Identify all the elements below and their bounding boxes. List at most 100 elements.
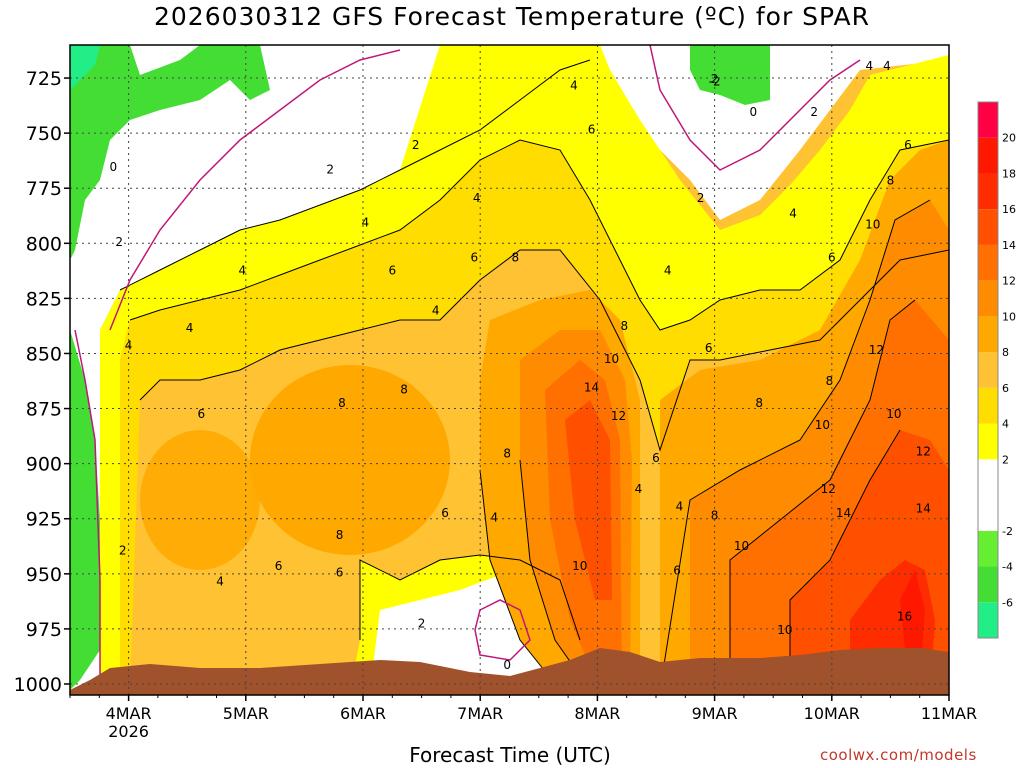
contour-label: 8: [826, 374, 834, 388]
contour-label: 14: [584, 381, 599, 395]
contour-label: 10: [572, 559, 587, 573]
colorbar-swatch: [978, 102, 998, 138]
x-tick-label: 9MAR: [692, 704, 738, 723]
contour-label: 4: [238, 264, 246, 278]
colorbar-frame: [977, 101, 999, 639]
colorbar-tick-label: 4: [1002, 418, 1009, 431]
contour-label: 4: [664, 264, 672, 278]
contour-label: 4: [216, 574, 224, 588]
y-tick-label: 850: [26, 343, 62, 365]
x-tick-year-label: 2026: [108, 722, 149, 741]
colorbar-tick-label: 6: [1002, 382, 1009, 395]
contour-label: 12: [869, 343, 884, 357]
colorbar-swatch: [978, 280, 998, 317]
y-tick-label: 825: [26, 288, 62, 310]
contour-label: 8: [512, 251, 520, 265]
contour-label: 6: [197, 407, 205, 421]
contour-label: 8: [621, 319, 629, 333]
colorbar-tick-label: 2: [1002, 453, 1009, 466]
contour-label: 0: [503, 658, 511, 672]
contour-label: 6: [652, 451, 660, 465]
x-tick-label: 5MAR: [223, 704, 269, 723]
colorbar-swatch: [978, 495, 998, 531]
y-tick-label: 725: [26, 68, 62, 90]
y-tick-label: 800: [26, 233, 62, 255]
contour-label: 2: [412, 138, 420, 152]
colorbar-tick-label: 10: [1002, 310, 1016, 323]
contour-label: 14: [836, 506, 851, 520]
colorbar-tick-label: -2: [1002, 525, 1013, 538]
source-credit: coolwx.com/models: [820, 746, 977, 764]
contour-label: 2: [115, 235, 123, 249]
contour-label: 2: [711, 72, 719, 86]
terrain-area: [70, 648, 949, 695]
contour-label: 12: [821, 482, 836, 496]
contour-label: 8: [336, 528, 344, 542]
y-tick-label: 950: [26, 564, 62, 586]
contour-label: 8: [755, 396, 763, 410]
contour-label: 6: [904, 138, 912, 152]
contour-label: 4: [570, 79, 578, 93]
colorbar-swatch: [978, 316, 998, 353]
contour-label: 8: [503, 447, 511, 461]
x-axis-title: Forecast Time (UTC): [409, 743, 611, 767]
colorbar-swatch: [978, 173, 998, 210]
y-tick-label: 925: [26, 509, 62, 531]
contour-label: 8: [887, 173, 895, 187]
contour-label: 10: [777, 623, 792, 637]
y-tick-label: 1000: [14, 674, 62, 696]
colorbar-tick-label: 16: [1002, 203, 1016, 216]
colorbar-tick-label: 18: [1002, 167, 1016, 180]
colorbar-swatch: [978, 244, 998, 281]
colorbar-swatch: [978, 530, 998, 567]
contour-label: 12: [916, 444, 931, 458]
y-axis: 725 750 775 800 825 850 875 900 925 950 975 1000: [14, 68, 70, 696]
colorbar-tick-label: 8: [1002, 346, 1009, 359]
x-tick-label: 11MAR: [921, 704, 977, 723]
colorbar-tick-label: -4: [1002, 561, 1013, 574]
contour-label: 4: [186, 321, 194, 335]
x-tick-label: 6MAR: [340, 704, 386, 723]
contour-labels: 0242442246468886646420464688101412810644…: [110, 59, 931, 675]
contour-label: 4: [789, 206, 797, 220]
colorbar-swatch: [978, 459, 998, 496]
contour-label: 2: [697, 191, 705, 205]
x-tick-label: 10MAR: [804, 704, 860, 723]
colorbar-swatch: [978, 137, 998, 174]
contour-label: 8: [711, 508, 719, 522]
x-tick-label: 4MAR: [106, 704, 152, 723]
colorbar-swatch: [978, 423, 998, 460]
contour-label: 2: [418, 616, 426, 630]
colorbar-tick-label: 12: [1002, 275, 1016, 288]
y-tick-label: 875: [26, 399, 62, 421]
contour-label: 14: [916, 502, 931, 516]
y-tick-label: 900: [26, 454, 62, 476]
contour-label: 4: [865, 59, 873, 73]
contour-label: 16: [897, 610, 912, 624]
contour-label: 6: [275, 559, 283, 573]
contour-label: 10: [734, 539, 749, 553]
contour-label: 6: [388, 264, 396, 278]
contour-label: 4: [473, 191, 481, 205]
contour-label: 6: [673, 563, 681, 577]
colorbar-swatch: [978, 209, 998, 245]
contour-label: 6: [588, 123, 596, 137]
colorbar-tick-label: 14: [1002, 239, 1016, 252]
contour-label: 10: [865, 217, 880, 231]
contour-label: 4: [362, 215, 370, 229]
colorbar-tick-label: -6: [1002, 596, 1013, 609]
contour-label: 10: [815, 418, 830, 432]
contour-label: 12: [611, 409, 626, 423]
y-tick-label: 775: [26, 178, 62, 200]
contour-label: 8: [400, 383, 408, 397]
colorbar-swatch: [978, 352, 998, 388]
contour-label: 10: [886, 407, 901, 421]
contour-label: 6: [441, 506, 449, 520]
chart-title: 2026030312 GFS Forecast Temperature (ºC)…: [153, 2, 870, 31]
contour-label: 2: [119, 544, 127, 558]
contour-label: 2: [326, 162, 334, 176]
contour-label: 0: [110, 160, 118, 174]
contour-label: 6: [828, 251, 836, 265]
